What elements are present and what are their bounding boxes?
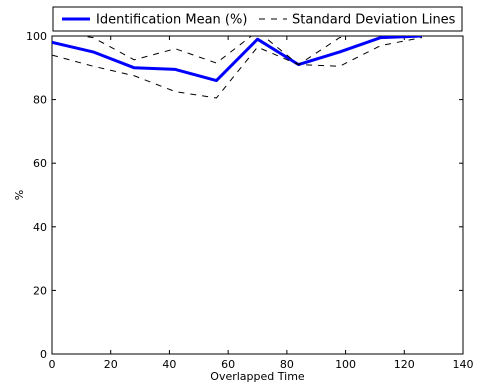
x-tick-label: 0	[49, 358, 56, 371]
x-tick-label: 80	[280, 358, 294, 371]
y-tick-label: 100	[26, 30, 47, 43]
series-layer	[52, 36, 422, 99]
series-lower-std-dev-line	[52, 37, 422, 99]
legend: Identification Mean (%) Standard Deviati…	[52, 6, 463, 32]
x-tick-label: 140	[453, 358, 474, 371]
y-tick-label: 40	[33, 221, 47, 234]
y-tick-labels: 0 20 40 60 80 100	[26, 30, 47, 361]
plot-area-frame	[51, 35, 464, 355]
legend-label-standard-deviation: Standard Deviation Lines	[292, 13, 456, 28]
series-identification-mean-line	[52, 36, 422, 83]
legend-box	[52, 6, 463, 32]
y-tick-label: 60	[33, 157, 47, 170]
y-tick-label: 0	[40, 348, 47, 361]
legend-label-identification-mean: Identification Mean (%)	[96, 13, 247, 28]
y-axis-label: %	[13, 190, 26, 200]
x-tick-label: 40	[162, 358, 176, 371]
x-tick-label: 20	[104, 358, 118, 371]
y-tick-label: 20	[33, 284, 47, 297]
x-tick-labels: 0 20 40 60 80 100 120 140	[49, 358, 474, 371]
x-tick-label: 120	[394, 358, 415, 371]
series-upper-std-dev-line	[79, 36, 351, 66]
x-tick-label: 100	[335, 358, 356, 371]
y-tick-label: 80	[33, 94, 47, 107]
x-tick-label: 60	[221, 358, 235, 371]
x-axis-label: Overlapped Time	[210, 370, 305, 383]
